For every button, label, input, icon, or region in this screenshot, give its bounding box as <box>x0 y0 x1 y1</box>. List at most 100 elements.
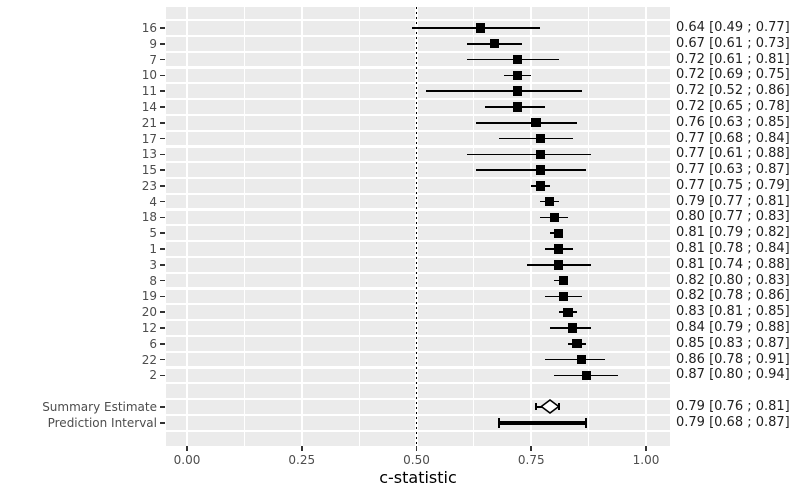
y-axis-label: 16 <box>141 21 157 35</box>
y-axis-label: Prediction Interval <box>47 415 157 430</box>
annotation-label: 0.85 [0.83 ; 0.87] <box>676 335 790 351</box>
grid-line-horizontal <box>166 303 670 306</box>
prediction-cap-right <box>585 417 588 428</box>
point-estimate-marker <box>554 244 564 254</box>
point-estimate-marker <box>512 70 523 81</box>
grid-line-horizontal <box>166 34 670 37</box>
x-tick <box>415 446 418 451</box>
confidence-interval-line <box>466 153 591 156</box>
y-axis-label: 9 <box>149 36 157 51</box>
x-tick <box>300 446 303 451</box>
x-tick-label: 0.50 <box>403 453 430 467</box>
point-estimate-marker <box>544 196 555 207</box>
y-axis-label: 1 <box>149 242 157 257</box>
grid-line-horizontal <box>166 176 670 180</box>
point-estimate-marker <box>558 275 569 286</box>
y-tick <box>160 74 165 77</box>
y-axis-label: 3 <box>149 257 157 272</box>
grid-line-horizontal <box>166 350 670 353</box>
grid-line-horizontal <box>166 287 670 290</box>
grid-line-horizontal <box>166 382 670 385</box>
grid-line-horizontal <box>166 129 670 132</box>
y-tick <box>160 343 165 345</box>
y-axis-label: 23 <box>141 178 157 193</box>
grid-line-vertical <box>185 7 189 446</box>
annotation-label: 0.81 [0.74 ; 0.88] <box>676 256 790 272</box>
grid-line-vertical <box>243 7 245 446</box>
y-axis-label: 21 <box>141 115 157 130</box>
y-tick <box>160 216 165 219</box>
y-tick <box>160 169 165 171</box>
grid-line-vertical <box>530 7 533 446</box>
y-axis-label: 10 <box>141 68 157 83</box>
y-tick <box>160 58 165 61</box>
annotation-label: 0.87 [0.80 ; 0.94] <box>676 367 790 383</box>
grid-line-horizontal <box>166 319 670 322</box>
y-tick <box>160 406 165 408</box>
prediction-cap-left <box>498 417 501 428</box>
confidence-interval-line <box>545 358 605 361</box>
grid-line-vertical <box>473 7 475 446</box>
point-estimate-marker <box>558 291 569 302</box>
point-estimate-marker <box>577 354 587 365</box>
y-tick <box>160 358 165 361</box>
y-axis-label: 14 <box>141 99 157 114</box>
x-tick-label: 0.00 <box>173 453 201 467</box>
y-tick <box>160 153 165 156</box>
annotation-label: 0.84 [0.79 ; 0.88] <box>676 320 790 335</box>
annotation-label: 0.72 [0.65 ; 0.78] <box>676 98 790 114</box>
grid-line-vertical <box>644 7 648 446</box>
grid-line-vertical <box>588 7 590 446</box>
prediction-interval-bar <box>499 420 587 425</box>
grid-line-horizontal <box>166 19 670 22</box>
y-tick <box>160 200 165 203</box>
reference-line <box>415 7 418 446</box>
confidence-interval-line <box>476 169 587 171</box>
annotation-label: 0.64 [0.49 ; 0.77] <box>676 20 790 35</box>
point-estimate-marker <box>572 339 582 349</box>
annotation-label: 0.77 [0.63 ; 0.87] <box>676 162 790 178</box>
y-axis-label: 15 <box>141 163 157 178</box>
y-axis-label: 22 <box>141 352 157 367</box>
point-estimate-marker <box>554 228 564 238</box>
grid-line-horizontal <box>166 66 670 69</box>
grid-line-horizontal <box>166 334 670 337</box>
annotation-label: 0.72 [0.61 ; 0.81] <box>676 51 790 67</box>
annotation-label: 0.77 [0.68 ; 0.84] <box>676 130 790 146</box>
grid-line-horizontal <box>166 240 670 243</box>
grid-line-horizontal <box>166 224 670 227</box>
point-estimate-marker <box>535 149 546 159</box>
x-tick <box>530 446 533 451</box>
y-axis-label: 20 <box>141 305 157 320</box>
grid-line-horizontal <box>166 192 670 195</box>
y-axis-label: 2 <box>149 368 157 383</box>
confidence-interval-line <box>425 90 582 92</box>
confidence-interval-line <box>476 121 578 124</box>
point-estimate-marker <box>512 54 523 65</box>
y-axis-label: 12 <box>141 321 157 335</box>
summary-diamond-marker <box>539 399 560 415</box>
grid-line-horizontal <box>166 397 670 401</box>
y-axis-label: 4 <box>149 194 157 209</box>
point-estimate-marker <box>531 118 541 128</box>
x-tick-label: 1.00 <box>632 453 660 467</box>
x-axis-title: c-statistic <box>379 468 457 487</box>
point-estimate-marker <box>476 23 486 33</box>
point-estimate-marker <box>512 86 523 96</box>
annotation-label: 0.79 [0.68 ; 0.87] <box>676 414 790 430</box>
y-axis-label: 7 <box>149 52 157 67</box>
annotation-label: 0.80 [0.77 ; 0.83] <box>676 209 790 225</box>
y-axis-label: Summary Estimate <box>42 399 157 414</box>
grid-line-horizontal <box>166 145 670 148</box>
annotation-label: 0.72 [0.52 ; 0.86] <box>676 83 790 99</box>
grid-line-horizontal <box>166 208 670 211</box>
point-estimate-marker <box>535 133 546 144</box>
y-tick <box>160 232 165 235</box>
grid-line-horizontal <box>166 413 670 416</box>
x-tick <box>645 446 647 451</box>
point-estimate-marker <box>535 165 546 175</box>
y-axis-label: 11 <box>141 84 157 99</box>
y-tick <box>160 279 165 282</box>
grid-line-horizontal <box>166 97 670 101</box>
